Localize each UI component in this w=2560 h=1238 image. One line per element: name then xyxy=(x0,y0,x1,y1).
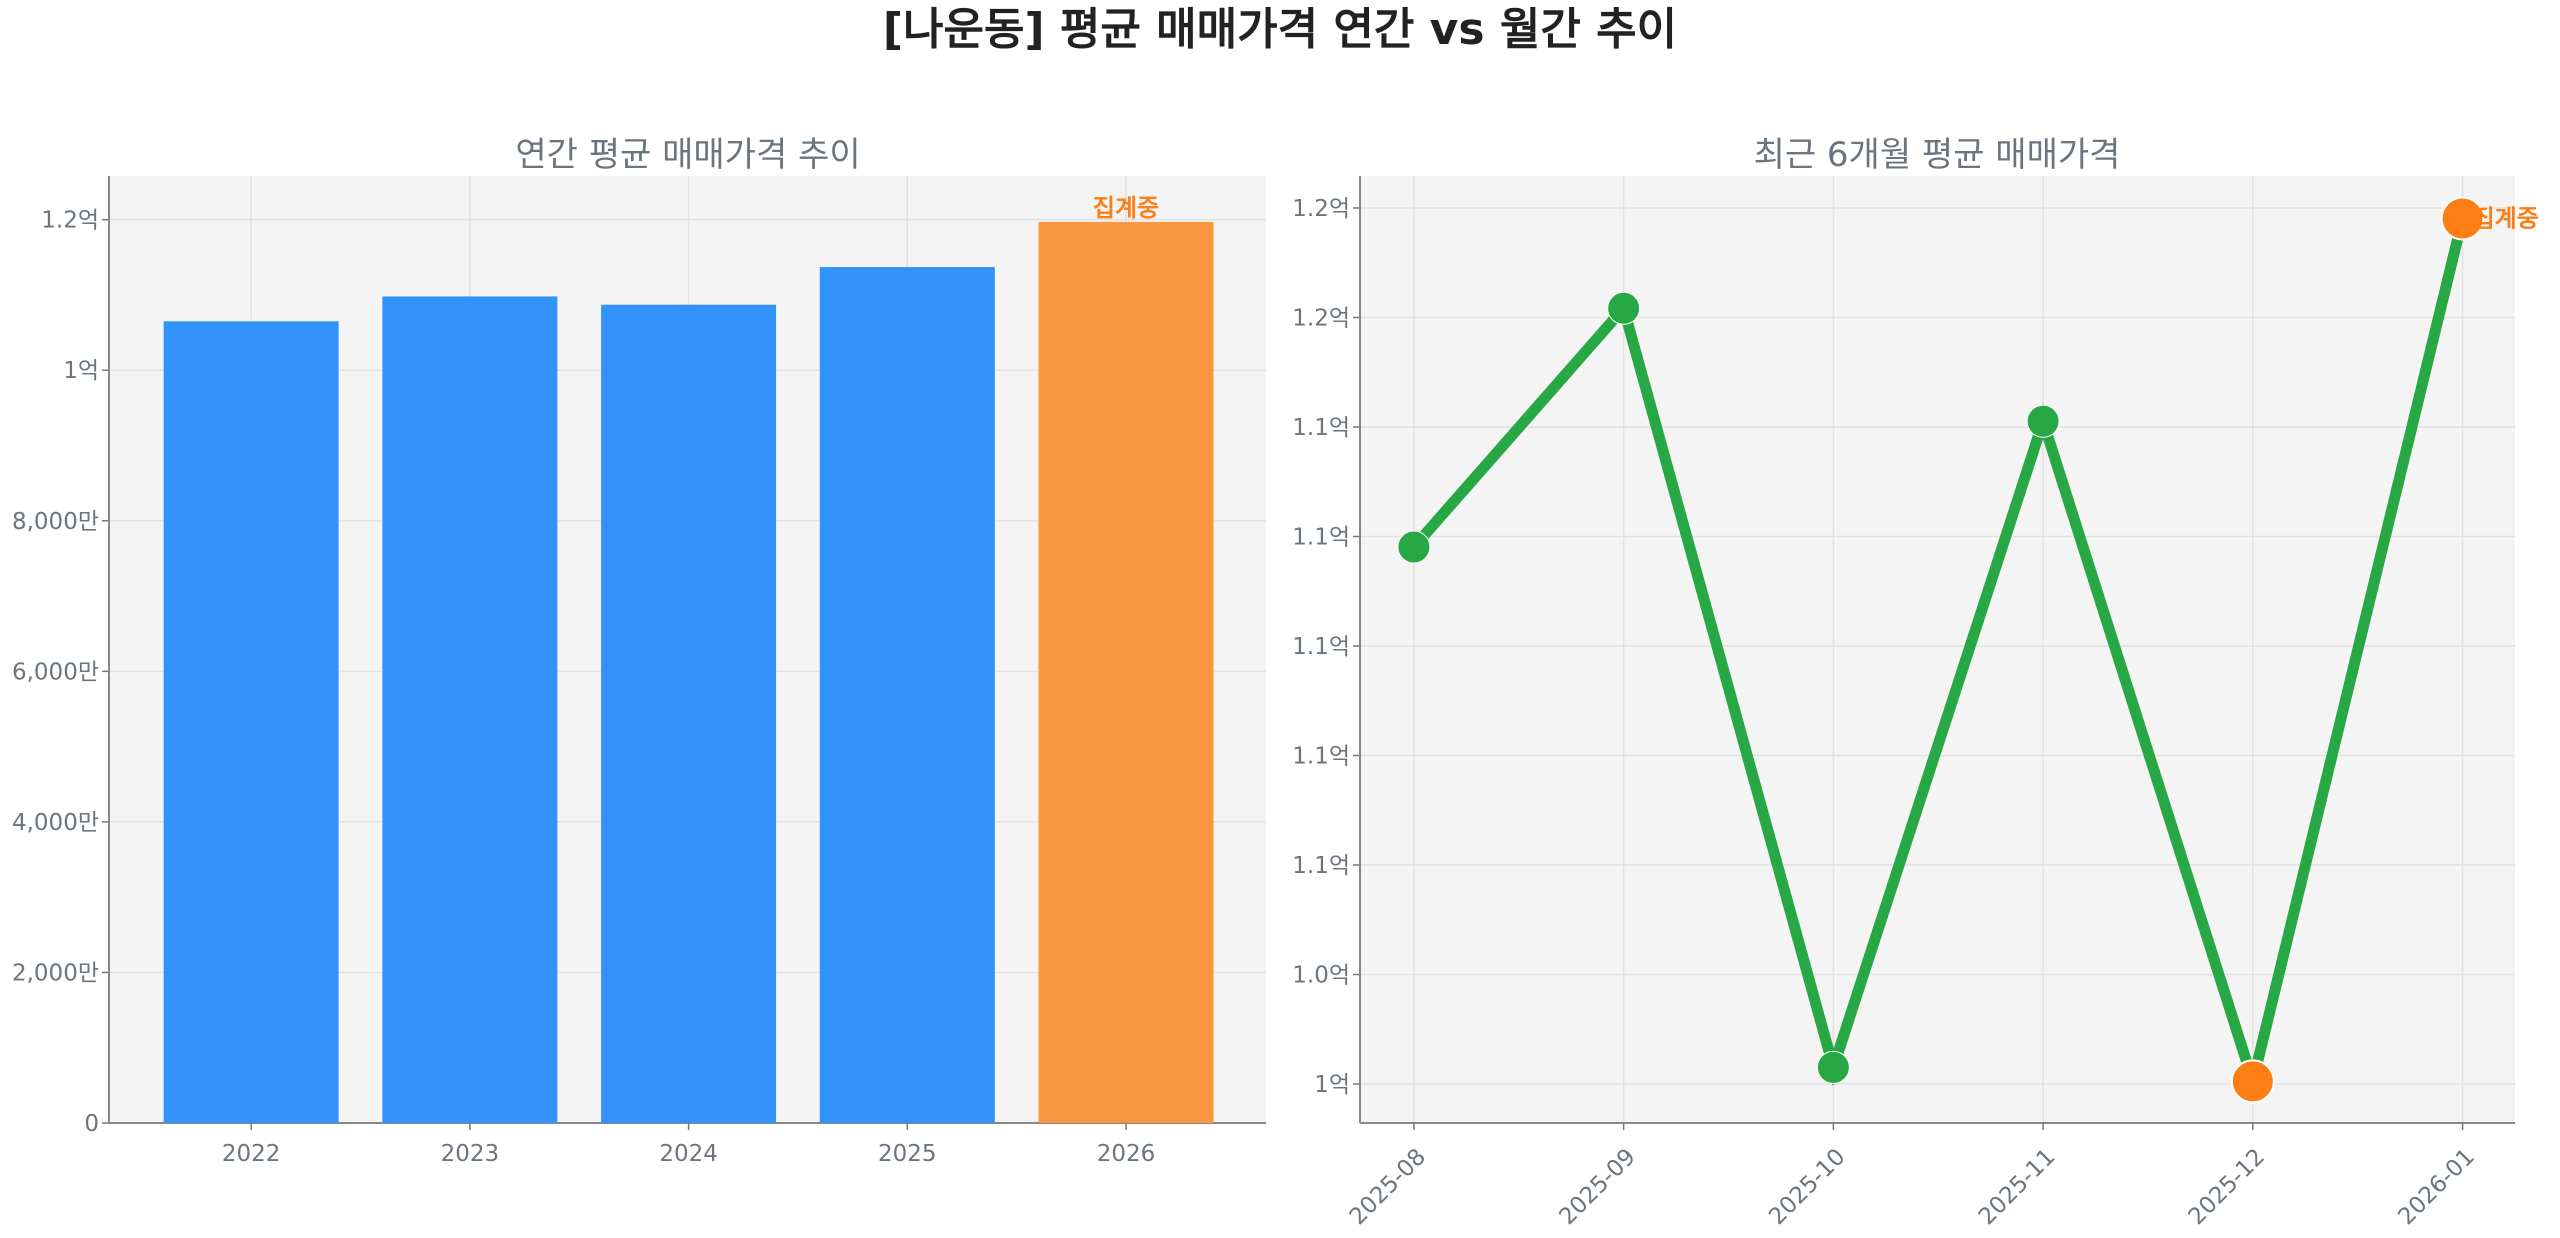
x-tick-label: 2025-08 xyxy=(1345,1144,1431,1230)
x-tick-label: 2025-10 xyxy=(1764,1144,1850,1230)
x-tick-label: 2024 xyxy=(659,1141,718,1167)
x-tick-label: 2023 xyxy=(441,1141,500,1167)
annotation-label: 집계중 xyxy=(2473,204,2539,232)
x-tick-label: 2026-01 xyxy=(2393,1144,2479,1230)
y-tick-label: 0 xyxy=(84,1111,99,1137)
marker-2025-12 xyxy=(2230,1059,2275,1104)
bar-2022 xyxy=(163,321,339,1123)
x-tick-label: 2025-09 xyxy=(1555,1144,1641,1230)
y-tick-label: 1.1억 xyxy=(1292,524,1350,550)
x-tick-label: 2025 xyxy=(878,1141,937,1167)
figure-title: [나운동] 평균 매매가격 연간 vs 월간 추이 xyxy=(883,4,1677,55)
annual-bar-chart: 연간 평균 매매가격 추이 0 2,000만 4,000만 6,000만 8,000만 1… xyxy=(12,135,1266,1167)
bar-2025 xyxy=(819,267,995,1123)
marker-2026-01 xyxy=(2440,196,2485,241)
x-tick-label: 2026 xyxy=(1097,1141,1156,1167)
y-tick-label: 1.1억 xyxy=(1292,634,1350,660)
y-tick-label: 1.2억 xyxy=(1292,305,1350,331)
x-tick-label: 2025-12 xyxy=(2184,1144,2270,1230)
x-tick-label: 2022 xyxy=(222,1141,281,1167)
y-tick-label: 1.1억 xyxy=(1292,415,1350,441)
y-tick-label: 1억 xyxy=(63,358,99,384)
plot-area xyxy=(1360,176,2515,1123)
y-tick-label: 4,000만 xyxy=(12,810,99,836)
y-tick-label: 1.1억 xyxy=(1292,744,1350,770)
y-tick-label: 6,000만 xyxy=(12,659,99,685)
annotation-label: 집계중 xyxy=(1093,194,1159,222)
y-tick-label: 1.2억 xyxy=(1292,196,1350,222)
y-tick-label: 8,000만 xyxy=(12,509,99,535)
marker-2025-11 xyxy=(2026,404,2060,438)
monthly-chart-title: 최근 6개월 평균 매매가격 xyxy=(1754,135,2121,175)
y-tick-label: 2,000만 xyxy=(12,960,99,986)
marker-2025-08 xyxy=(1397,530,1431,564)
price-line xyxy=(1409,217,2468,1102)
marker-2025-10 xyxy=(1816,1050,1850,1084)
monthly-line-chart: 최근 6개월 평균 매매가격 1억 1.0억 1.1억 1.1억 1.1억 1.1억 1.1… xyxy=(1292,135,2539,1230)
y-tick-label: 1.1억 xyxy=(1292,853,1350,879)
x-tick-label: 2025-11 xyxy=(1974,1144,2060,1230)
y-tick-label: 1.0억 xyxy=(1292,963,1350,989)
bar-2023 xyxy=(382,296,558,1123)
y-tick-label: 1.2억 xyxy=(41,208,99,234)
annual-chart-title: 연간 평균 매매가격 추이 xyxy=(515,135,860,175)
y-tick-label: 1억 xyxy=(1314,1072,1350,1098)
marker-2025-09 xyxy=(1607,291,1641,325)
bar-2026 xyxy=(1038,221,1214,1124)
bar-2024 xyxy=(601,304,777,1123)
